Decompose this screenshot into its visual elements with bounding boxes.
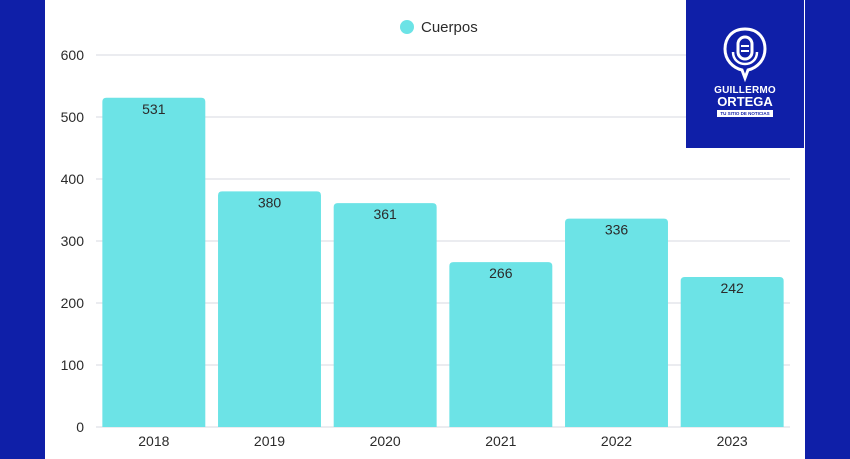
y-tick-label: 300 — [61, 233, 85, 249]
data-label: 266 — [489, 265, 513, 281]
data-label: 336 — [605, 222, 629, 238]
bar — [449, 262, 553, 427]
y-tick-label: 600 — [61, 47, 85, 63]
brand-logo: GUILLERMO ORTEGA TU SITIO DE NOTICIAS — [686, 0, 804, 148]
x-tick-label: 2018 — [138, 433, 169, 449]
logo-line1: GUILLERMO — [714, 85, 776, 96]
bar — [102, 97, 206, 427]
data-label: 380 — [258, 194, 282, 210]
legend-swatch — [400, 20, 414, 34]
data-label: 361 — [373, 206, 397, 222]
x-tick-label: 2021 — [485, 433, 516, 449]
x-tick-label: 2019 — [254, 433, 285, 449]
x-tick-label: 2020 — [370, 433, 401, 449]
bar — [565, 218, 668, 427]
bar — [218, 191, 321, 427]
logo-line2: ORTEGA — [717, 94, 773, 109]
microphone-icon — [723, 27, 767, 83]
y-tick-label: 100 — [61, 357, 85, 373]
y-tick-label: 500 — [61, 109, 85, 125]
x-tick-label: 2022 — [601, 433, 632, 449]
bar — [333, 203, 437, 427]
y-tick-label: 400 — [61, 171, 85, 187]
x-tick-label: 2023 — [717, 433, 748, 449]
bar-chart: 0 100 200 300 400 500 600 531 2018 380 2019 361 2020… — [61, 19, 790, 449]
data-label: 531 — [142, 101, 166, 117]
y-tick-label: 0 — [76, 419, 84, 435]
data-label: 242 — [720, 280, 744, 296]
y-tick-label: 200 — [61, 295, 85, 311]
legend-label: Cuerpos — [421, 19, 478, 36]
bar — [680, 276, 784, 427]
logo-tagline: TU SITIO DE NOTICIAS — [717, 110, 773, 117]
chart-panel: 0 100 200 300 400 500 600 531 2018 380 2019 361 2020… — [45, 0, 805, 459]
